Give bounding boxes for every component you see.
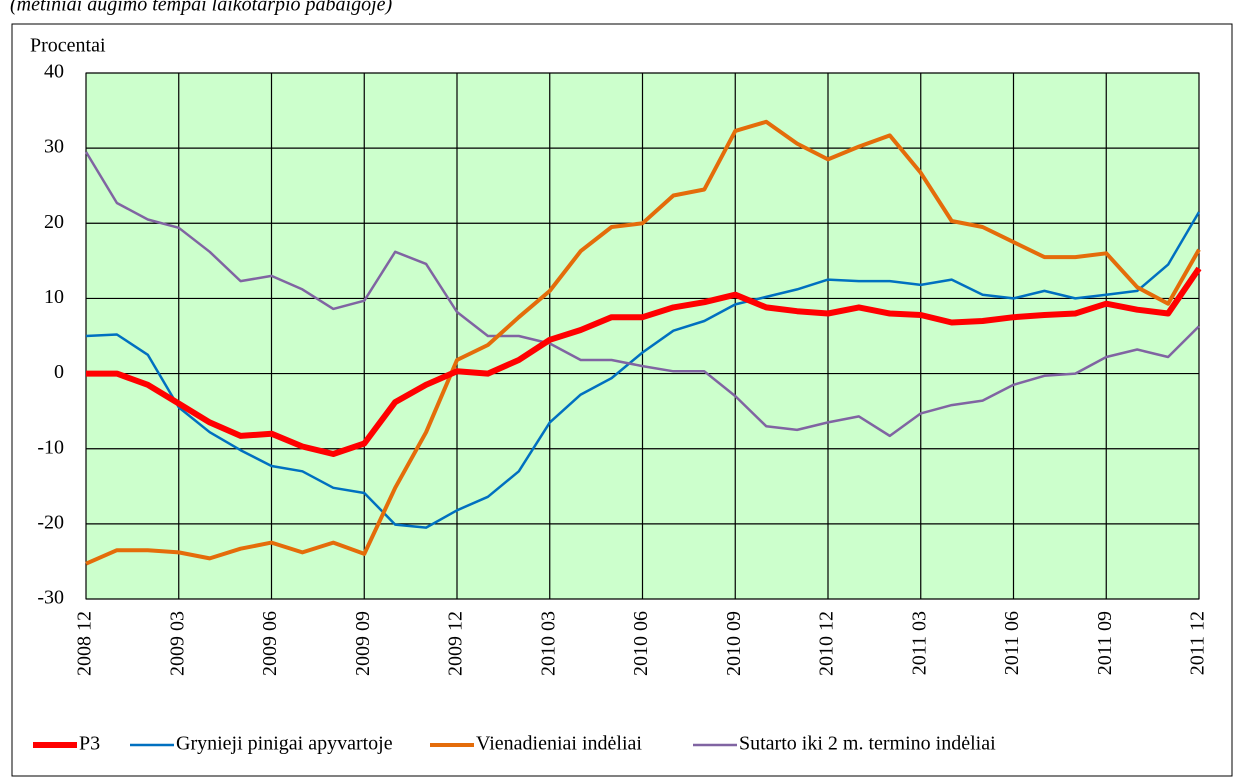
x-tick-label: 2008 12 — [74, 611, 96, 676]
x-tick-label: 2009 12 — [445, 611, 467, 676]
x-tick-label: 2009 06 — [259, 611, 281, 676]
x-tick-label: 2010 03 — [537, 611, 559, 676]
x-tick-label: 2011 06 — [1001, 611, 1023, 675]
x-tick-label: 2011 03 — [908, 611, 930, 675]
y-tick-label: -20 — [37, 511, 64, 533]
legend-label: Vienadieniai indėliai — [476, 733, 642, 755]
y-axis-label: Procentai — [30, 35, 106, 57]
legend-label: P3 — [79, 733, 100, 755]
x-tick-label: 2011 12 — [1187, 611, 1209, 675]
y-tick-label: -10 — [37, 436, 64, 458]
y-tick-label: 30 — [44, 136, 64, 158]
series-line — [86, 266, 1202, 457]
series-line — [84, 151, 1200, 438]
y-tick-label: -30 — [37, 587, 64, 609]
chart-subtitle: (metiniai augimo tempai laikotarpio paba… — [10, 0, 393, 16]
x-tick-label: 2010 06 — [630, 611, 652, 676]
series-line — [85, 211, 1201, 529]
y-tick-label: 20 — [44, 211, 64, 233]
x-tick-label: 2010 12 — [816, 611, 838, 676]
series-line — [85, 119, 1201, 566]
legend-label: Grynieji pinigai apyvartoje — [176, 733, 393, 755]
legend-label: Sutarto iki 2 m. termino indėliai — [739, 733, 996, 755]
y-tick-label: 10 — [44, 286, 64, 308]
y-tick-label: 40 — [44, 61, 64, 83]
x-tick-label: 2009 09 — [352, 611, 374, 676]
x-tick-label: 2010 09 — [723, 611, 745, 676]
y-tick-label: 0 — [54, 361, 64, 383]
x-tick-label: 2011 09 — [1094, 611, 1116, 675]
x-tick-label: 2009 03 — [166, 611, 188, 676]
